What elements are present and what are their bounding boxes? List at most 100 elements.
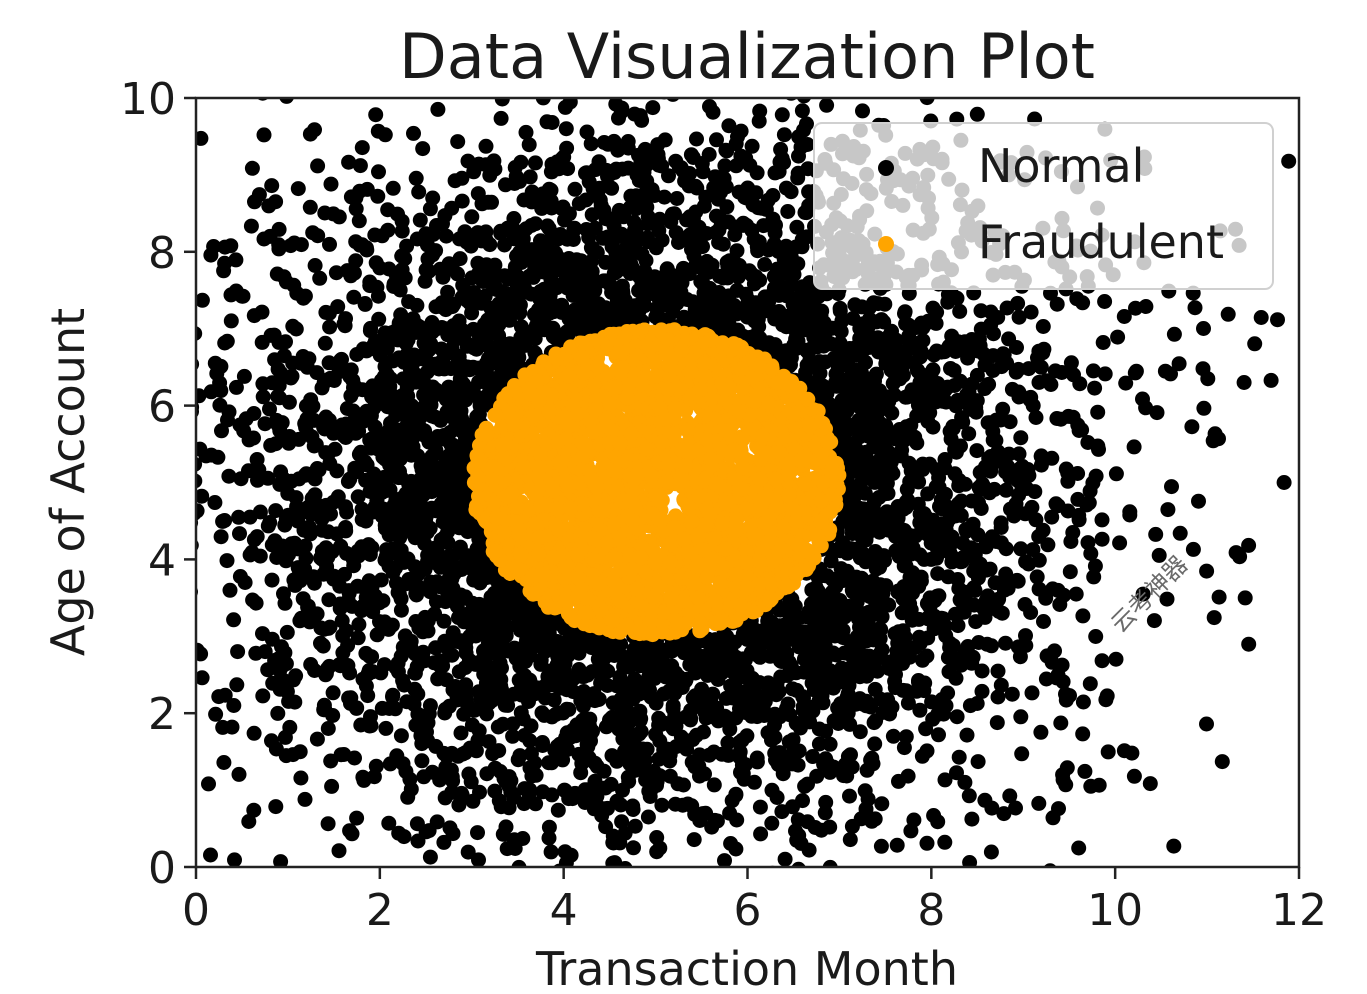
normal-point (232, 417, 248, 433)
normal-point (1028, 512, 1044, 528)
normal-point (504, 586, 520, 602)
normal-point (950, 496, 966, 512)
normal-point (291, 471, 307, 487)
normal-point (364, 540, 380, 556)
normal-point (858, 801, 874, 817)
normal-point (505, 341, 521, 356)
normal-point (221, 468, 237, 484)
normal-point (247, 194, 262, 210)
normal-point (489, 323, 505, 339)
normal-point (380, 202, 396, 218)
normal-point (381, 558, 397, 574)
normal-point (555, 199, 571, 215)
normal-point (445, 625, 461, 641)
normal-point (412, 212, 428, 228)
normal-point (241, 432, 257, 448)
normal-point (440, 575, 456, 590)
normal-point (422, 201, 438, 217)
normal-point (357, 296, 373, 311)
normal-point (627, 818, 643, 834)
normal-point (873, 838, 889, 854)
normal-point (805, 749, 821, 764)
normal-point (935, 701, 951, 717)
normal-point (501, 778, 517, 794)
normal-point (799, 137, 815, 152)
normal-point (937, 452, 953, 467)
normal-point (637, 764, 653, 780)
normal-point (1054, 657, 1070, 673)
normal-point (277, 729, 293, 745)
normal-point (460, 359, 476, 375)
normal-point (573, 765, 589, 781)
normal-point (303, 392, 319, 408)
normal-point (1011, 309, 1027, 325)
normal-point (885, 728, 901, 744)
normal-point (507, 640, 522, 656)
normal-point (611, 303, 627, 319)
normal-point (332, 596, 348, 612)
normal-point (317, 335, 333, 351)
normal-point (916, 402, 932, 418)
normal-point (292, 744, 308, 760)
normal-point (547, 742, 563, 758)
normal-point (373, 572, 389, 588)
normal-point (388, 407, 404, 423)
normal-point (897, 304, 913, 320)
normal-point (685, 732, 701, 748)
normal-point (998, 482, 1014, 498)
normal-point (880, 692, 896, 708)
normal-point (262, 401, 277, 417)
normal-point (858, 354, 873, 370)
normal-point (425, 481, 440, 497)
normal-point (445, 773, 461, 789)
normal-point (632, 296, 648, 312)
normal-point (653, 717, 669, 732)
normal-point (256, 127, 272, 143)
normal-point (1013, 430, 1029, 446)
normal-point (351, 617, 367, 632)
normal-point (316, 702, 332, 718)
normal-point (425, 247, 441, 263)
normal-point (232, 526, 247, 542)
normal-point (481, 734, 497, 750)
normal-point (490, 719, 506, 735)
normal-point (1077, 763, 1093, 779)
normal-point (940, 294, 956, 310)
normal-point (279, 624, 295, 640)
normal-point (868, 314, 884, 330)
normal-point (271, 334, 287, 350)
normal-point (196, 670, 210, 686)
normal-point (607, 242, 623, 258)
normal-point (644, 182, 660, 198)
normal-point (870, 424, 886, 440)
normal-point (680, 796, 696, 812)
normal-point (411, 184, 427, 200)
normal-point (679, 212, 695, 228)
normal-point (950, 618, 966, 634)
normal-point (947, 466, 963, 482)
normal-point (881, 654, 897, 670)
normal-point (852, 371, 868, 387)
normal-point (454, 785, 469, 801)
normal-point (452, 251, 468, 267)
normal-point (780, 204, 796, 219)
normal-point (964, 376, 980, 392)
normal-point (934, 610, 949, 626)
normal-point (1151, 547, 1167, 563)
normal-point (472, 324, 488, 340)
normal-point (937, 382, 953, 398)
normal-point (557, 650, 573, 666)
normal-point (400, 388, 416, 404)
normal-point (1196, 321, 1211, 336)
normal-point (854, 299, 870, 315)
normal-point (243, 218, 259, 234)
normal-point (479, 706, 495, 722)
normal-point (1062, 564, 1078, 580)
normal-point (513, 154, 529, 170)
normal-point (596, 763, 612, 779)
normal-point (730, 269, 746, 285)
normal-point (606, 265, 622, 281)
normal-point (324, 778, 340, 794)
normal-point (1281, 153, 1297, 169)
